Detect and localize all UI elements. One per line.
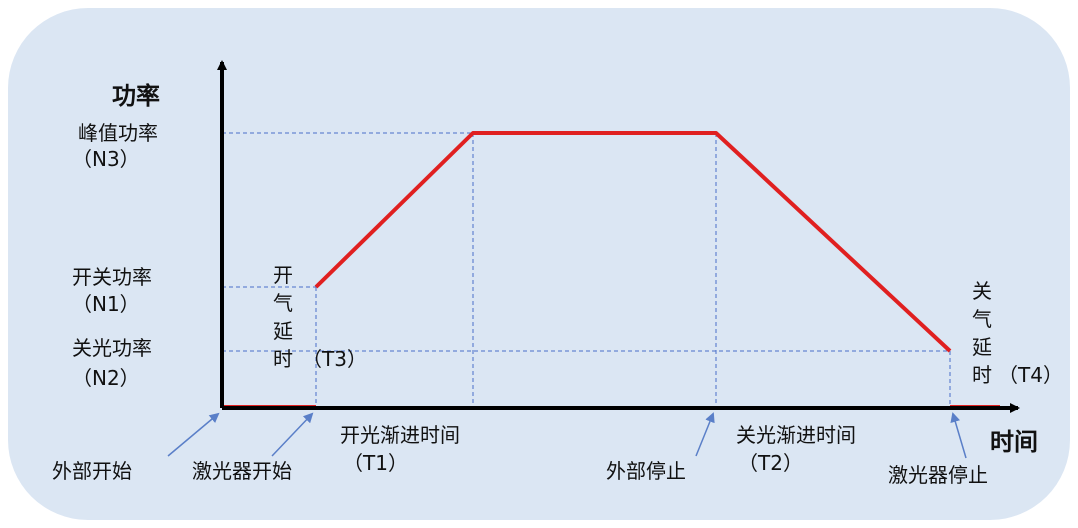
interval-ramp-down-code: （T2） — [738, 451, 803, 475]
y-level-code-switch: （N1） — [72, 292, 140, 316]
delay-on-char-4: 时 — [273, 347, 293, 371]
event-external-stop: 外部停止 — [606, 459, 686, 483]
delay-on-char-2: 气 — [273, 291, 293, 315]
y-level-label-peak: 峰值功率 — [78, 121, 158, 145]
delay-on-char-3: 延 — [273, 319, 293, 343]
interval-ramp-up-code: （T1） — [343, 451, 408, 475]
delay-off-char-3: 延 — [972, 335, 992, 359]
arrow-laser-start — [271, 412, 314, 457]
y-level-label-off: 关光功率 — [72, 336, 152, 360]
arrow-external-start — [167, 412, 220, 457]
delay-off-char-2: 气 — [972, 307, 992, 331]
delay-off-char-1: 关 — [972, 279, 992, 303]
y-level-code-peak: （N3） — [72, 147, 140, 171]
arrow-laser-stop — [950, 412, 967, 459]
event-laser-stop: 激光器停止 — [888, 463, 988, 487]
event-laser-start: 激光器开始 — [192, 459, 292, 483]
interval-ramp-up-label: 开光渐进时间 — [340, 423, 460, 447]
delay-on-char-1: 开 — [273, 263, 293, 287]
interval-ramp-down-label: 关光渐进时间 — [736, 423, 856, 447]
curve-main — [314, 131, 952, 353]
y-axis-title: 功率 — [112, 82, 160, 110]
x-axis-title: 时间 — [990, 428, 1038, 456]
event-arrows — [167, 412, 967, 459]
chart-background — [8, 8, 1070, 520]
y-level-code-off: （N2） — [72, 366, 140, 390]
delay-off-code: （T4） — [998, 363, 1063, 387]
arrow-external-stop — [695, 412, 715, 457]
delay-off-char-4: 时 — [972, 363, 992, 387]
y-level-label-switch: 开关功率 — [72, 265, 152, 289]
event-external-start: 外部开始 — [52, 459, 132, 483]
guide-lines — [222, 132, 951, 408]
delay-on-code: （T3） — [302, 347, 367, 371]
